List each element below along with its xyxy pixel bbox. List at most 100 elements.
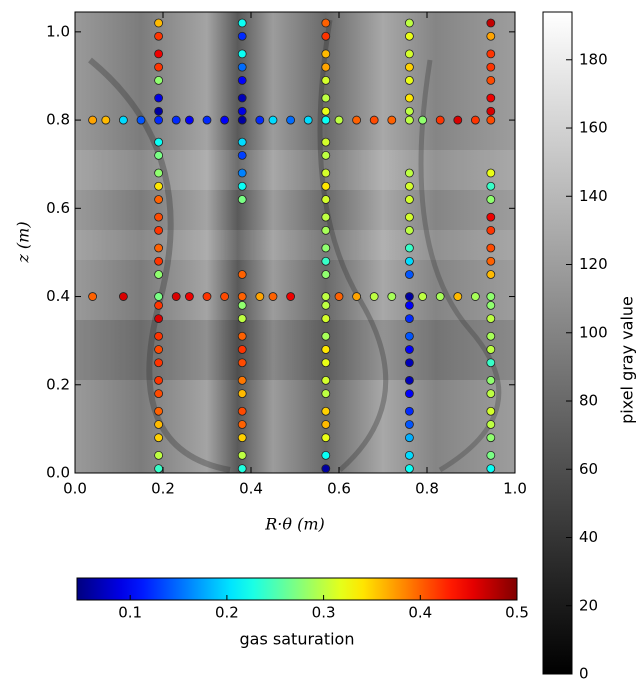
x-tick-label: 0.2: [151, 480, 175, 498]
data-point: [486, 406, 496, 416]
data-point: [154, 243, 164, 253]
colorbar-tick-label: 0.4: [408, 604, 432, 622]
data-point: [154, 195, 164, 204]
data-point: [321, 137, 331, 147]
y-axis-label: z (m): [14, 221, 33, 263]
data-point: [154, 225, 164, 235]
data-point: [154, 18, 164, 28]
data-point: [321, 331, 331, 341]
data-point: [237, 464, 247, 473]
data-point: [237, 270, 247, 279]
data-point: [154, 106, 164, 116]
data-point: [321, 212, 331, 222]
data-point: [486, 115, 496, 125]
data-point: [486, 18, 496, 28]
data-point: [321, 464, 331, 473]
data-point: [88, 292, 97, 301]
data-point: [369, 292, 379, 301]
data-point: [220, 292, 230, 301]
data-point: [486, 389, 496, 398]
data-point: [255, 292, 265, 301]
data-point: [154, 300, 164, 310]
data-point: [321, 62, 331, 72]
data-point: [237, 375, 247, 385]
axes-frame: [74, 11, 516, 474]
data-point: [154, 75, 164, 85]
gray-colorbar-tick-label: 80: [579, 392, 598, 410]
data-point: [119, 292, 128, 301]
data-point: [237, 106, 247, 116]
data-point: [404, 256, 414, 266]
gray-colorbar-tick-label: 160: [579, 119, 608, 137]
data-point: [486, 93, 496, 103]
data-point: [119, 115, 128, 125]
data-point: [321, 115, 331, 125]
data-point: [154, 31, 164, 41]
data-point: [303, 115, 313, 125]
x-tick-label: 0.6: [327, 480, 351, 498]
data-point: [88, 115, 97, 125]
data-point: [184, 115, 194, 125]
data-point: [486, 464, 496, 473]
data-point: [184, 292, 194, 301]
data-point: [154, 420, 164, 429]
data-point: [404, 195, 414, 204]
data-point: [486, 75, 496, 85]
gray-colorbar-tick-label: 120: [579, 255, 608, 273]
data-point: [255, 115, 265, 125]
data-point: [237, 49, 247, 59]
x-tick-label: 0.4: [239, 480, 263, 498]
data-point: [237, 195, 247, 204]
gray-colorbar-tick-label: 40: [579, 528, 598, 546]
data-point: [237, 433, 247, 443]
data-point: [404, 225, 414, 235]
data-point: [237, 300, 247, 310]
data-point: [237, 314, 247, 323]
data-point: [404, 314, 414, 323]
data-point: [321, 243, 331, 253]
data-point: [352, 292, 362, 301]
data-point: [404, 75, 414, 85]
data-point: [334, 292, 344, 301]
x-tick-label: 0.0: [63, 480, 87, 498]
data-point: [418, 292, 428, 301]
data-point: [154, 314, 164, 323]
data-point: [154, 256, 164, 266]
data-point: [237, 75, 247, 85]
background-image: [75, 12, 515, 473]
data-point: [154, 49, 164, 59]
data-point: [404, 375, 414, 385]
data-point: [352, 115, 362, 125]
data-point: [237, 18, 247, 28]
data-point: [486, 168, 496, 178]
gray-colorbar-tick-label: 100: [579, 323, 608, 341]
data-point: [154, 433, 164, 443]
data-point: [321, 375, 331, 385]
data-point: [321, 358, 331, 368]
x-tick-label: 1.0: [503, 480, 527, 498]
data-point: [486, 256, 496, 266]
data-point: [154, 212, 164, 222]
data-point: [404, 243, 414, 253]
data-point: [237, 150, 247, 160]
x-axis-label: R·θ (m): [264, 515, 325, 534]
data-point: [237, 406, 247, 416]
data-point: [154, 345, 164, 354]
data-point: [486, 314, 496, 323]
gray-colorbar: [542, 11, 573, 675]
data-point: [154, 93, 164, 103]
data-point: [321, 75, 331, 85]
saturation-colorbar: [76, 577, 518, 601]
data-point: [321, 314, 331, 323]
data-point: [404, 406, 414, 416]
y-tick-label: 0.8: [46, 111, 70, 129]
data-point: [321, 406, 331, 416]
y-tick-label: 0.6: [46, 199, 70, 217]
data-point: [237, 358, 247, 368]
gray-colorbar-tick-label: 140: [579, 187, 608, 205]
data-point: [486, 450, 496, 460]
data-point: [136, 115, 146, 125]
data-point: [486, 433, 496, 443]
data-point: [404, 450, 414, 460]
data-point: [321, 150, 331, 160]
